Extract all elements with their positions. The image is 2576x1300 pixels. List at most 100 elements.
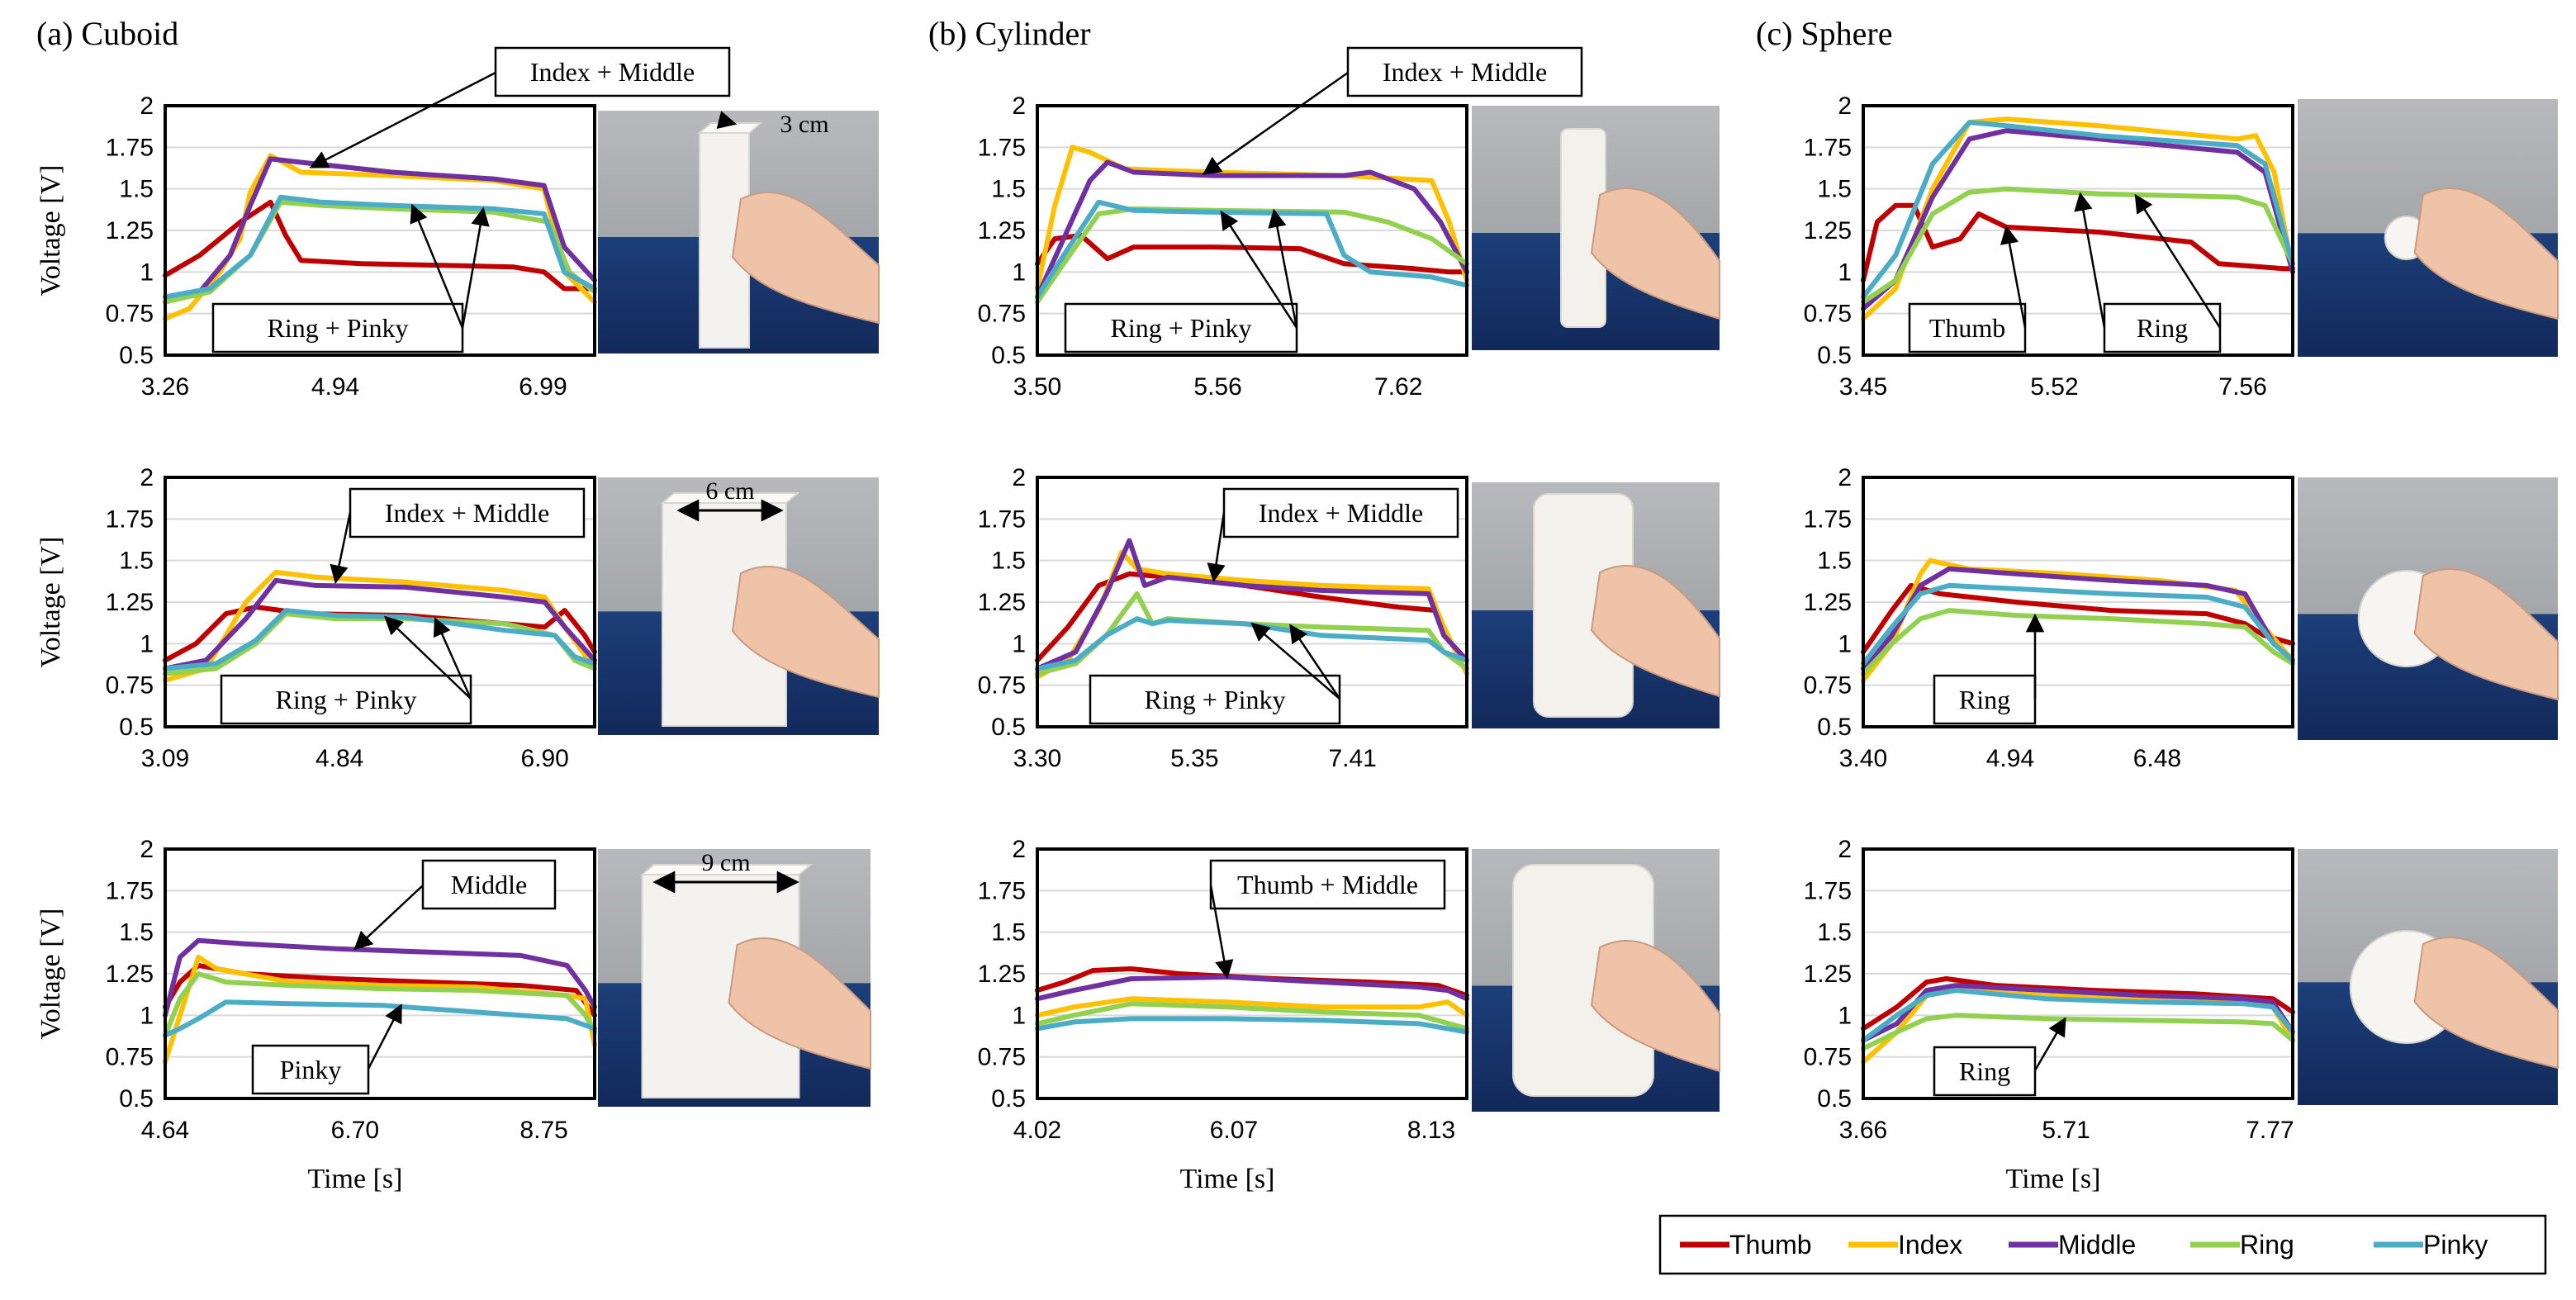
hand-illustration — [1590, 187, 1720, 320]
photo-cylinder-3 — [1472, 849, 1720, 1112]
legend-label: Index — [1898, 1230, 1962, 1260]
callout-box — [1209, 859, 1446, 910]
x-tick-label: 6.48 — [2133, 745, 2181, 772]
callout-arrow — [2074, 192, 2106, 329]
plot-frame — [1862, 104, 2294, 357]
series-line-thumb — [1861, 582, 2295, 655]
y-tick-label: 1.75 — [1804, 134, 1852, 161]
series-line-middle — [163, 156, 597, 305]
chart-panel-cylinder-1: 0.5 0.75 1 1.25 1.5 1.75 2 3.50 5.56 7.62 Index + … — [978, 46, 1583, 401]
x-tick-label: 6.07 — [1210, 1117, 1258, 1144]
y-tick-label: 1.5 — [119, 919, 154, 947]
x-tick-label: 4.64 — [141, 1117, 189, 1144]
callout-arrow — [2134, 193, 2222, 329]
x-tick-label: 3.50 — [1013, 373, 1061, 401]
callout-label: Ring + Pinky — [276, 685, 417, 714]
x-tick-label: 3.30 — [1013, 745, 1061, 772]
series-line-ring — [1035, 1001, 1469, 1032]
y-tick-label: 0.75 — [106, 301, 154, 328]
callout-box — [211, 302, 464, 353]
x-tick-label: 8.13 — [1407, 1117, 1455, 1144]
y-tick-label: 1.25 — [1804, 589, 1852, 616]
series-line-thumb — [1861, 202, 2295, 283]
y-tick-label: 1.25 — [1804, 217, 1852, 244]
legend-label: Middle — [2058, 1230, 2136, 1260]
callout-arrow — [367, 1003, 402, 1070]
callout-arrow — [1289, 624, 1341, 700]
callout-arrow — [461, 206, 490, 329]
legend-entry-thumb: Thumb — [1680, 1230, 1812, 1260]
hand-illustration — [728, 937, 871, 1070]
photo-cuboid-3: 9 cm — [598, 849, 871, 1107]
y-tick-label: 1.25 — [106, 217, 154, 244]
series-line-ring — [1861, 186, 2295, 305]
series-line-middle — [1861, 128, 2295, 311]
y-tick-label: 1 — [1838, 630, 1852, 657]
y-tick-label: 2 — [1012, 464, 1026, 491]
series-line-pinky — [1861, 582, 2295, 667]
column-title: (a) Cuboid — [36, 15, 178, 52]
legend-label: Pinky — [2423, 1230, 2488, 1260]
y-tick-label: 0.75 — [978, 672, 1026, 700]
callout-label: Ring + Pinky — [1111, 313, 1252, 343]
x-tick-label: 8.75 — [519, 1117, 567, 1144]
y-tick-label: 1 — [1838, 259, 1852, 286]
series-line-thumb — [1035, 966, 1469, 999]
plot-frame — [1036, 104, 1468, 357]
series-line-pinky — [1861, 120, 2295, 300]
callout-box — [1933, 1046, 2037, 1097]
chart-panel-sphere-1: 0.5 0.75 1 1.25 1.5 1.75 2 3.45 5.52 7.56 Thumb Rin… — [1804, 93, 2295, 401]
y-tick-label: 0.75 — [1804, 1044, 1852, 1071]
photo-cuboid-1: 3 cm — [598, 111, 880, 353]
y-tick-label: 0.5 — [991, 342, 1026, 369]
column-title: (b) Cylinder — [928, 15, 1091, 52]
hand-illustration — [731, 566, 880, 699]
y-tick-label: 1.25 — [106, 961, 154, 988]
y-tick-label: 0.5 — [991, 1085, 1026, 1113]
y-tick-label: 0.5 — [1817, 1085, 1852, 1113]
y-tick-label: 1.25 — [978, 961, 1026, 988]
cuboid-top — [697, 122, 763, 134]
y-tick-label: 1.75 — [106, 134, 154, 161]
callout-label: Middle — [451, 870, 527, 899]
y-tick-label: 1.75 — [106, 505, 154, 533]
x-tick-label: 4.84 — [315, 745, 363, 772]
callout-arrow — [330, 511, 352, 585]
y-tick-label: 1.75 — [1804, 505, 1852, 533]
series-line-middle — [1035, 975, 1469, 1002]
y-tick-label: 2 — [1012, 93, 1026, 120]
photo-sphere-3 — [2298, 849, 2559, 1105]
x-tick-label: 7.41 — [1328, 745, 1376, 772]
series-line-ring — [1861, 1013, 2295, 1051]
y-tick-label: 0.5 — [1817, 342, 1852, 369]
plot-frame — [1036, 476, 1468, 728]
x-tick-label: 7.62 — [1374, 373, 1422, 401]
y-tick-label: 1 — [140, 259, 154, 286]
callout-arrow — [2000, 225, 2027, 329]
x-tick-label: 4.94 — [311, 373, 359, 401]
x-tick-label: 6.70 — [331, 1117, 379, 1144]
x-tick-label: 5.35 — [1170, 745, 1218, 772]
x-tick-label: 6.99 — [519, 373, 567, 401]
chart-panel-cylinder-2: 0.5 0.75 1 1.25 1.5 1.75 2 3.30 5.35 7.41 Index + … — [978, 464, 1469, 772]
callout-label: Thumb + Middle — [1237, 870, 1418, 899]
photo-dimension-label: 6 cm — [705, 477, 754, 505]
legend-entry-middle: Middle — [2009, 1230, 2136, 1260]
x-axis-title: Time [s] — [1180, 1164, 1275, 1194]
x-tick-label: 3.66 — [1839, 1117, 1887, 1144]
chart-panel-cuboid-3: 0.5 0.75 1 1.25 1.5 1.75 2 4.64 6.70 8.75 Voltage … — [36, 836, 597, 1194]
legend-label: Ring — [2240, 1230, 2294, 1260]
y-tick-label: 0.5 — [119, 342, 154, 369]
callout-box — [494, 46, 731, 97]
x-axis-title: Time [s] — [308, 1164, 403, 1194]
callout-arrow — [1268, 208, 1298, 329]
y-tick-label: 1 — [1012, 1002, 1026, 1029]
y-tick-label: 0.75 — [1804, 672, 1852, 700]
series-line-pinky — [1035, 616, 1469, 671]
y-axis-title: Voltage [V] — [36, 537, 66, 668]
callout-arrow — [353, 885, 424, 951]
callout-label: Ring — [1959, 1056, 2010, 1086]
y-tick-label: 1.5 — [991, 176, 1026, 203]
callout-box — [1908, 302, 2027, 353]
x-tick-label: 3.40 — [1839, 745, 1887, 772]
